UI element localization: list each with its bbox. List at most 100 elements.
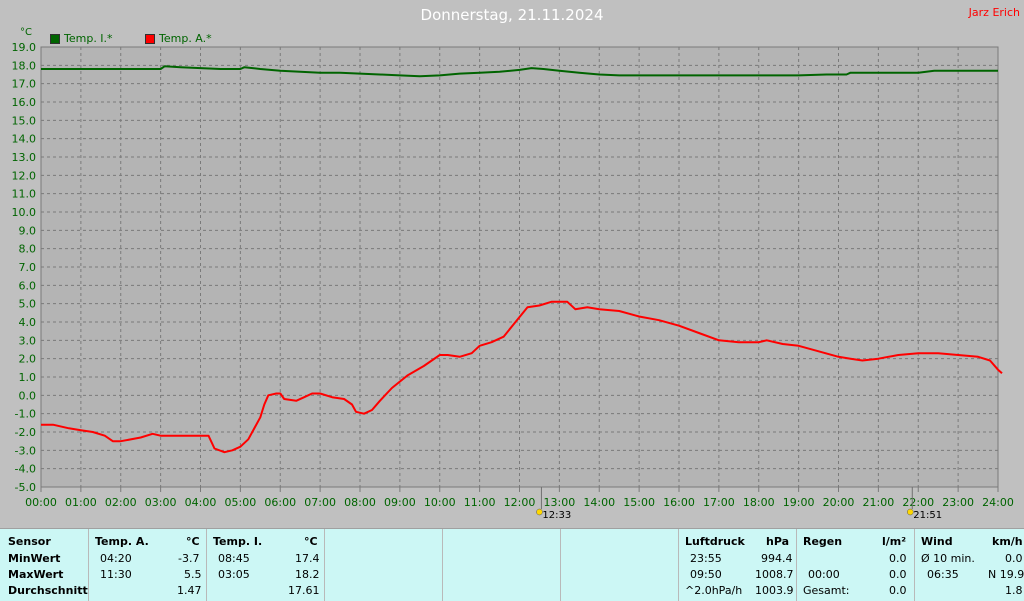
x-tick-label: 24:00: [982, 496, 1014, 509]
wind-header: Wind: [921, 535, 953, 548]
rain-time: 00:00: [808, 568, 840, 581]
x-tick-label: 08:00: [344, 496, 376, 509]
row-label-min: MinWert: [8, 552, 61, 565]
y-tick-label: 11.0: [12, 188, 37, 201]
y-tick-label: -2.0: [15, 426, 36, 439]
legend-swatch-red: [145, 33, 155, 44]
temp-a-header: Temp. A.: [95, 535, 149, 548]
x-tick-label: 22:00: [902, 496, 934, 509]
temperature-chart: 19.0 18.0 17.0 16.0 15.0 14.0 13.0 12.0 11.0 10.0…: [12, 41, 1014, 521]
temp-i-header: Temp. I.: [213, 535, 263, 548]
y-tick-label: 15.0: [12, 114, 37, 127]
y-tick-label: 5.0: [19, 298, 37, 311]
y-tick-label: 13.0: [12, 151, 37, 164]
pressure-header: Luftdruck: [685, 535, 745, 548]
wind-unit: km/h: [992, 535, 1023, 548]
y-tick-label: 9.0: [19, 224, 37, 237]
x-tick-label: 17:00: [703, 496, 735, 509]
x-tick-label: 23:00: [942, 496, 974, 509]
temp-i-average: 17.61: [288, 584, 320, 597]
temp-a-average: 1.47: [177, 584, 202, 597]
pressure-unit: hPa: [766, 535, 790, 548]
temp-a-max-value: 5.5: [184, 568, 202, 581]
x-tick-label: 14:00: [583, 496, 615, 509]
x-tick-label: 15:00: [623, 496, 655, 509]
x-tick-label: 18:00: [743, 496, 775, 509]
x-tick-label: 10:00: [424, 496, 456, 509]
pressure-max-value: 1008.7: [755, 568, 794, 581]
pressure-trend: ^2.0hPa/h: [685, 584, 743, 597]
x-tick-label: 12:00: [504, 496, 536, 509]
x-tick-label: 11:00: [464, 496, 496, 509]
time-marker-label: 21:51: [913, 510, 942, 521]
legend-item-temp-outdoor: Temp. A.*: [145, 32, 212, 45]
pressure-max-time: 09:50: [690, 568, 722, 581]
y-tick-label: 1.0: [19, 371, 37, 384]
y-axis-unit: °C: [20, 27, 32, 38]
rain-header: Regen: [803, 535, 843, 548]
rain-total-label: Gesamt:: [803, 584, 850, 597]
y-tick-label: 12.0: [12, 169, 37, 182]
wind-avg-label: Ø 10 min.: [921, 552, 975, 565]
y-tick-label: 19.0: [12, 41, 37, 54]
x-tick-label: 02:00: [105, 496, 137, 509]
y-tick-label: -4.0: [15, 463, 36, 476]
y-tick-label: -3.0: [15, 444, 36, 457]
chart-title: Donnerstag, 21.11.2024: [420, 6, 604, 24]
legend-swatch-green: [50, 33, 60, 44]
x-tick-label: 03:00: [145, 496, 177, 509]
x-tick-label: 09:00: [384, 496, 416, 509]
y-tick-label: 8.0: [19, 243, 37, 256]
y-tick-label: 14.0: [12, 133, 37, 146]
x-tick-label: 21:00: [863, 496, 895, 509]
author-label: Jarz Erich: [968, 6, 1020, 19]
temp-i-max-time: 03:05: [218, 568, 250, 581]
time-marker-label: 12:33: [542, 510, 571, 521]
chart-area: 19.0 18.0 17.0 16.0 15.0 14.0 13.0 12.0 11.0 10.0…: [11, 6, 1020, 521]
x-tick-label: 04:00: [185, 496, 217, 509]
x-tick-label: 20:00: [823, 496, 855, 509]
y-tick-label: -5.0: [15, 481, 36, 494]
y-tick-label: 0.0: [19, 389, 37, 402]
temp-a-max-time: 11:30: [100, 568, 132, 581]
rain-total-value: 0.0: [889, 584, 907, 597]
rain-unit: l/m²: [882, 535, 907, 548]
y-tick-label: 10.0: [12, 206, 37, 219]
pressure-min-time: 23:55: [690, 552, 722, 565]
x-tick-label: 05:00: [225, 496, 257, 509]
x-tick-label: 06:00: [264, 496, 296, 509]
series-line: [41, 65, 998, 78]
temp-i-min-time: 08:45: [218, 552, 250, 565]
legend-item-temp-indoor: Temp. I.*: [50, 32, 113, 45]
rain-value-2: 0.0: [889, 568, 907, 581]
y-tick-label: 6.0: [19, 279, 37, 292]
x-tick-label: 00:00: [25, 496, 57, 509]
time-marker-icon: [907, 508, 914, 516]
temp-i-min-value: 17.4: [295, 552, 320, 565]
temp-i-unit: °C: [304, 535, 318, 548]
rain-value-1: 0.0: [889, 552, 907, 565]
x-tick-label: 01:00: [65, 496, 97, 509]
time-marker-icon: [536, 508, 543, 516]
wind-average: 1.8: [1005, 584, 1023, 597]
y-tick-label: -1.0: [15, 408, 36, 421]
wind-max-time: 06:35: [927, 568, 959, 581]
x-tick-label: 07:00: [304, 496, 336, 509]
legend-label: Temp. A.*: [159, 32, 212, 45]
y-tick-label: 3.0: [19, 334, 37, 347]
temp-a-unit: °C: [186, 535, 200, 548]
sensor-header: Sensor: [8, 535, 51, 548]
legend-label: Temp. I.*: [64, 32, 113, 45]
row-label-max: MaxWert: [8, 568, 64, 581]
statistics-panel: Sensor MinWert MaxWert Durchschnitt Temp…: [0, 528, 1024, 601]
x-tick-label: 19:00: [783, 496, 815, 509]
wind-avg-value: 0.0: [1005, 552, 1023, 565]
series-line: [41, 300, 1003, 454]
temp-i-max-value: 18.2: [295, 568, 320, 581]
temp-a-min-value: -3.7: [178, 552, 200, 565]
y-tick-label: 17.0: [12, 78, 37, 91]
y-tick-label: 4.0: [19, 316, 37, 329]
y-tick-label: 7.0: [19, 261, 37, 274]
pressure-min-value: 994.4: [761, 552, 793, 565]
x-tick-label: 16:00: [663, 496, 695, 509]
